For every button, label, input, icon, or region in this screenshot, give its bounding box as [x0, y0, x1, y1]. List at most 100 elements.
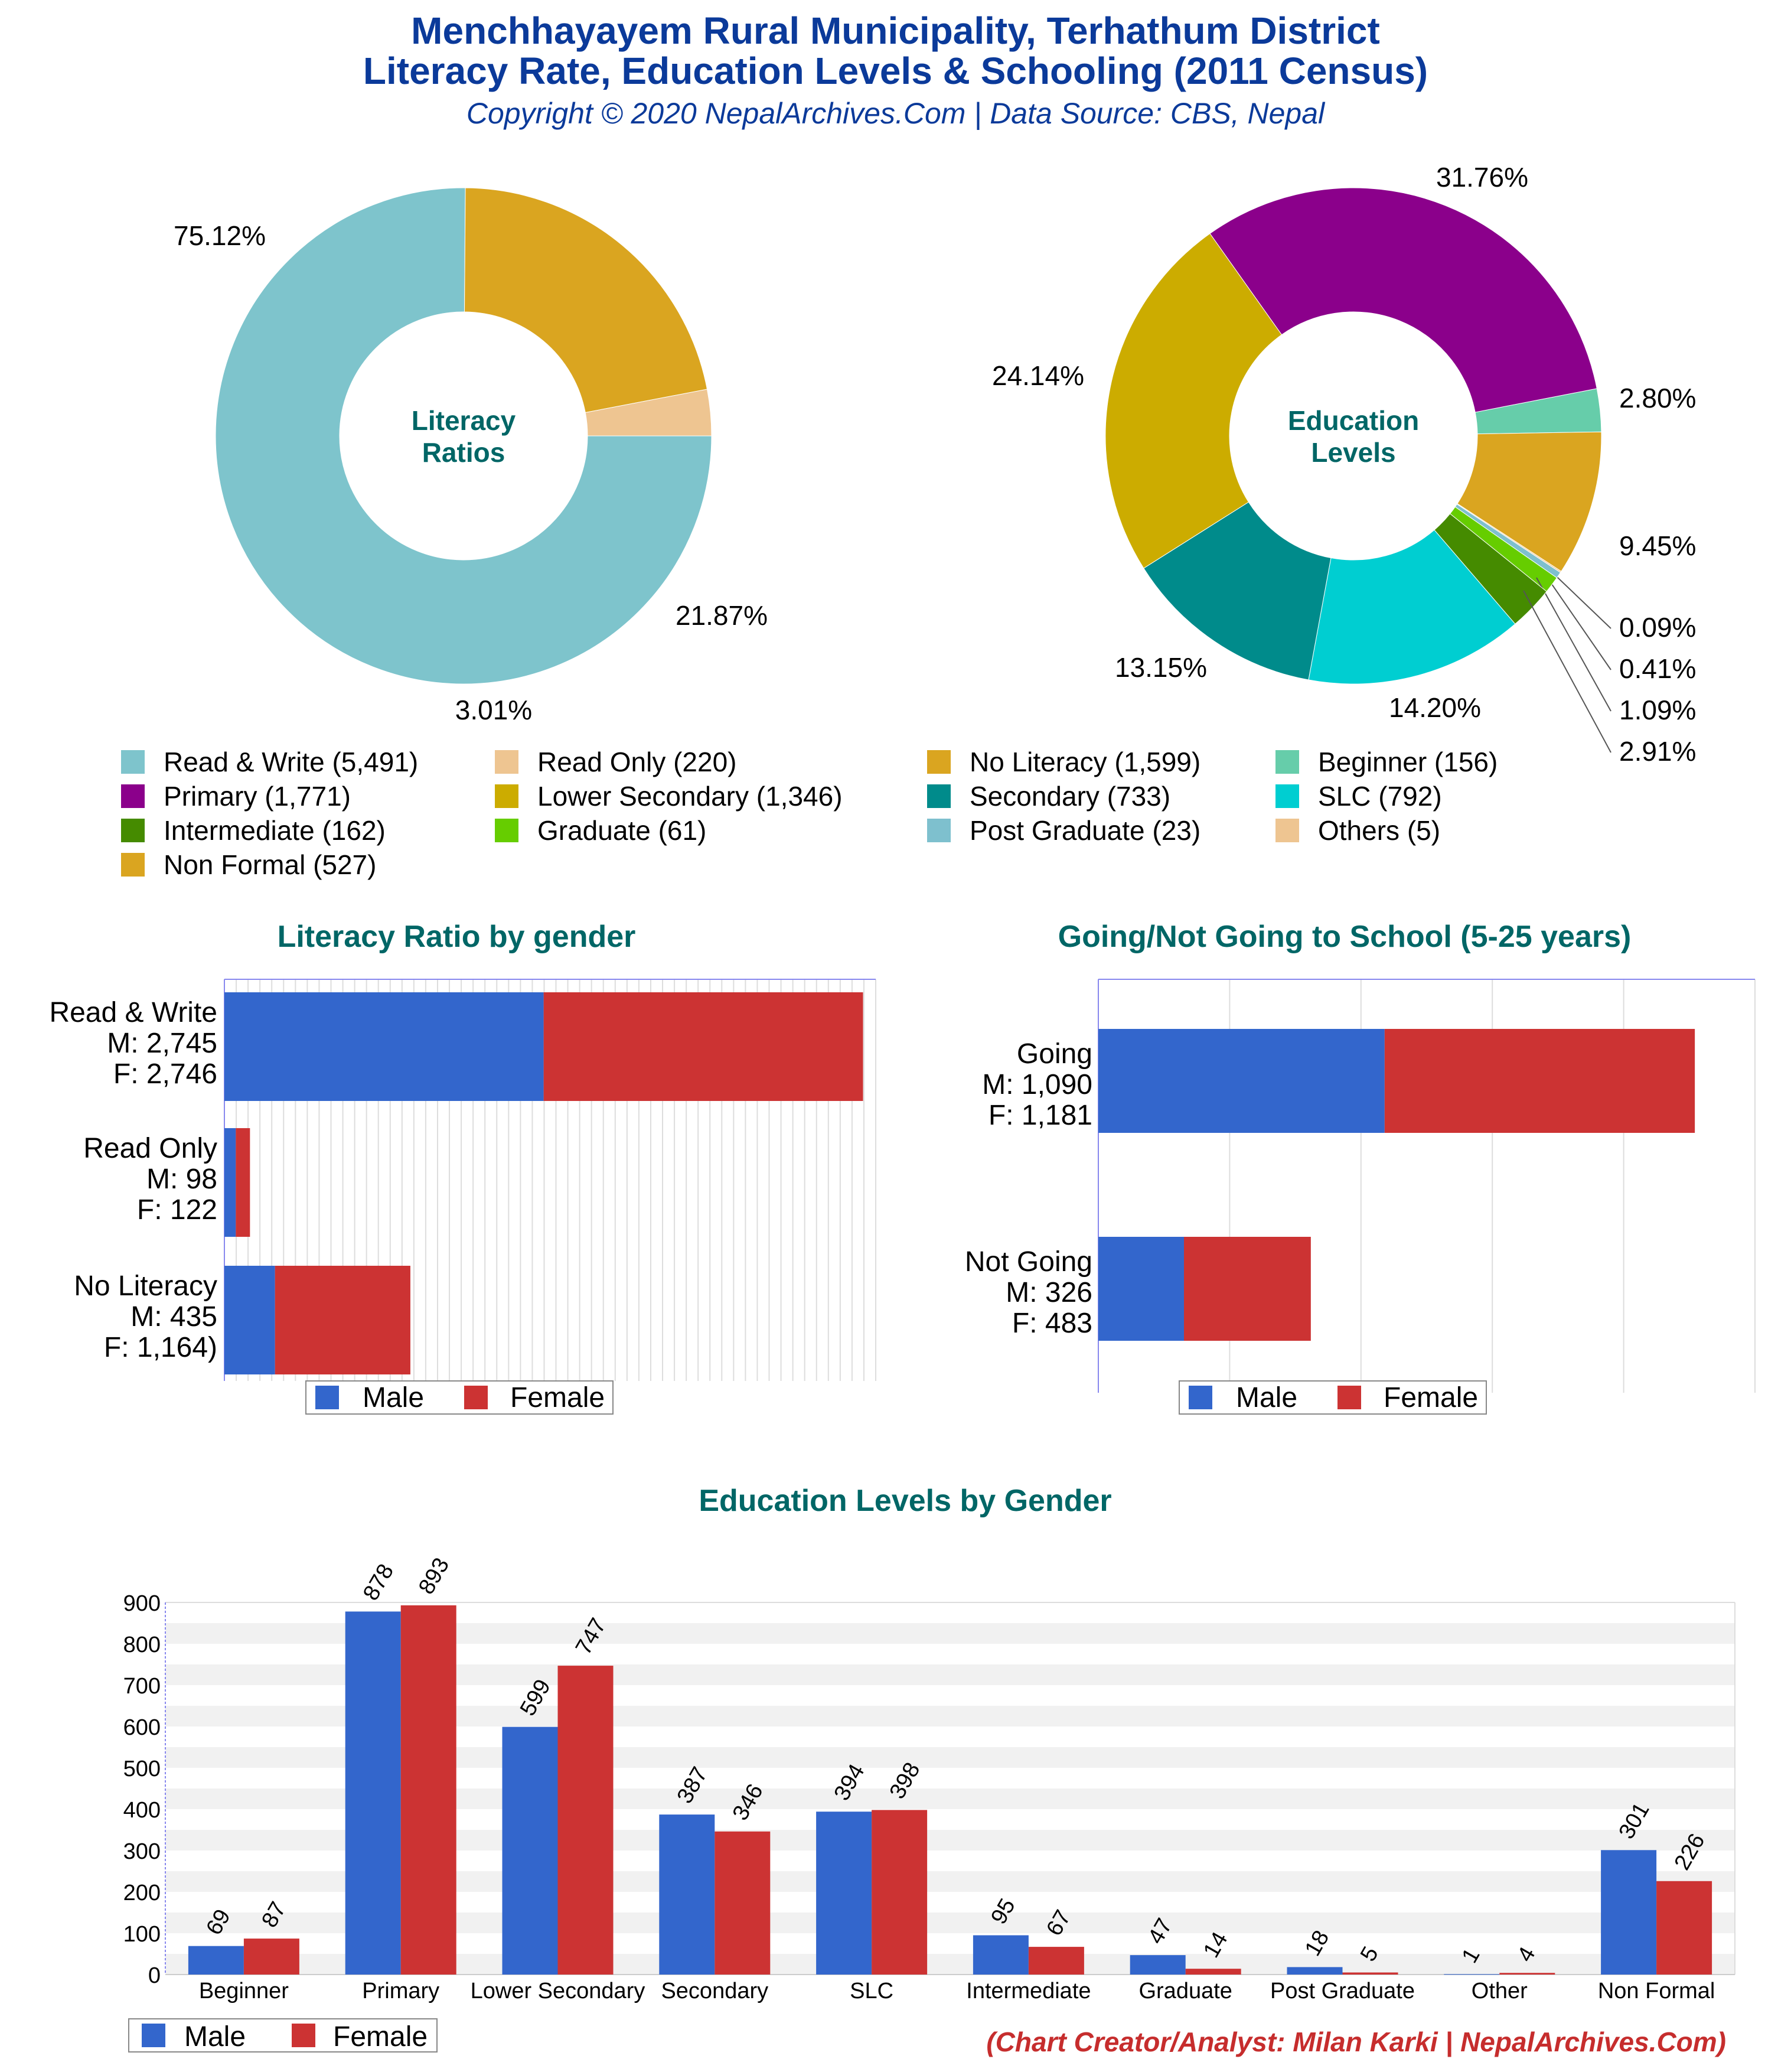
- education-donut-slice-slc: [1308, 529, 1516, 685]
- education-gender-category-label: Beginner: [199, 1979, 289, 2003]
- education-gender-y-tick-label: 400: [123, 1798, 161, 1823]
- education-donut-slice-primary: [1209, 187, 1597, 413]
- education-donut-pct-label: 1.09%: [1619, 695, 1696, 725]
- literacy-gender-bar-male: [224, 992, 544, 1101]
- school-gender-category-label: Not Going: [965, 1246, 1092, 1278]
- education-gender-bar-female: [1185, 1969, 1241, 1975]
- literacy-gender-category-label: F: 122: [137, 1194, 217, 1226]
- legend-label: Post Graduate (23): [970, 815, 1200, 846]
- literacy-gender-category-label: F: 1,164): [104, 1332, 217, 1363]
- literacy-gender-category-label: F: 2,746: [113, 1058, 217, 1090]
- education-gender-bar-female: [1028, 1947, 1084, 1975]
- education-gender-data-label: 747: [571, 1614, 611, 1659]
- education-gender-bar-female: [1342, 1972, 1398, 1975]
- education-gender-y-tick-label: 700: [123, 1674, 161, 1699]
- school-gender-bar-female: [1184, 1237, 1311, 1341]
- literacy-gender-category-label: M: 98: [146, 1164, 217, 1195]
- education-gender-category-label: Primary: [362, 1979, 439, 2003]
- education-gender-legend: [128, 2018, 438, 2053]
- literacy-gender-legend-swatch: [464, 1386, 488, 1409]
- main-title-line1: Menchhayayem Rural Municipality, Terhath…: [411, 9, 1380, 52]
- legend-label: Graduate (61): [537, 815, 706, 846]
- literacy-donut-pct-label: 3.01%: [455, 695, 532, 725]
- education-gender-data-label: 67: [1042, 1906, 1076, 1940]
- legend-swatch: [121, 819, 145, 842]
- education-gender-bar-female: [1499, 1973, 1555, 1975]
- header: Menchhayayem Rural Municipality, Terhath…: [0, 11, 1791, 132]
- education-gender-legend-swatch: [292, 2024, 315, 2047]
- education-gender-bar-female: [715, 1831, 771, 1975]
- education-donut-pct-label: 31.76%: [1436, 162, 1528, 193]
- school-gender-bar-female: [1384, 1029, 1695, 1133]
- school-gender-legend: [1179, 1380, 1487, 1415]
- education-gender-legend-label: Female: [333, 2021, 428, 2053]
- education-gender-bar-male: [659, 1814, 715, 1975]
- literacy-gender-legend-swatch: [315, 1386, 339, 1409]
- legend-label: Non Formal (527): [164, 849, 376, 880]
- education-gender-y-tick-label: 300: [123, 1839, 161, 1864]
- education-gender-y-tick-label: 100: [123, 1922, 161, 1947]
- education-donut-leader-line: [1523, 590, 1611, 753]
- literacy-gender-bar-female: [543, 992, 863, 1101]
- legend-swatch: [121, 750, 145, 774]
- education-gender-y-tick-label: 600: [123, 1715, 161, 1740]
- education-donut-pct-label: 0.09%: [1619, 612, 1696, 643]
- education-gender-bar-female: [557, 1666, 614, 1975]
- legend-swatch: [1275, 819, 1299, 842]
- literacy-gender-bar-male: [224, 1266, 275, 1374]
- school-gender-legend-label: Male: [1236, 1382, 1297, 1413]
- literacy-donut-center-label: Ratios: [422, 437, 505, 468]
- legend-label: Lower Secondary (1,346): [537, 781, 843, 812]
- education-gender-category-label: Graduate: [1138, 1979, 1232, 2003]
- education-gender-bar-male: [345, 1611, 401, 1975]
- legend-label: Secondary (733): [970, 781, 1170, 812]
- legend-swatch: [1275, 750, 1299, 774]
- literacy-donut-slice-read-write: [215, 187, 712, 685]
- education-gender-data-label: 893: [414, 1553, 454, 1598]
- creator-credit: (Chart Creator/Analyst: Milan Karki | Ne…: [986, 2027, 1726, 2057]
- education-donut-pct-label: 2.80%: [1619, 383, 1696, 413]
- education-donut-pct-label: 0.41%: [1619, 653, 1696, 684]
- legend-swatch: [121, 784, 145, 808]
- education-gender-bar-male: [502, 1726, 558, 1975]
- legend-label: No Literacy (1,599): [970, 747, 1200, 777]
- education-gender-data-label: 878: [358, 1560, 399, 1605]
- copyright-subtitle: Copyright © 2020 NepalArchives.Com | Dat…: [466, 97, 1325, 130]
- school-gender-legend-swatch: [1189, 1386, 1212, 1409]
- literacy-gender-legend: [305, 1380, 614, 1415]
- education-gender-bar-male: [973, 1935, 1029, 1975]
- education-gender-bar-male: [1130, 1955, 1186, 1975]
- education-gender-bar-male: [1601, 1850, 1657, 1975]
- education-gender-category-label: SLC: [850, 1979, 893, 2003]
- education-gender-title: Education Levels by Gender: [699, 1484, 1111, 1518]
- literacy-gender-category-label: Read & Write: [49, 997, 217, 1028]
- education-gender-bar-female: [1656, 1881, 1712, 1975]
- legend-label: Others (5): [1318, 815, 1440, 846]
- legend-swatch: [927, 784, 951, 808]
- education-donut-pct-label: 13.15%: [1115, 652, 1207, 683]
- legend-swatch: [927, 750, 951, 774]
- legend-label: Read & Write (5,491): [164, 747, 418, 777]
- education-donut-pct-label: 9.45%: [1619, 530, 1696, 561]
- education-gender-bar-male: [816, 1812, 872, 1975]
- literacy-gender-category-label: No Literacy: [74, 1270, 217, 1302]
- literacy-gender-title: Literacy Ratio by gender: [278, 920, 636, 954]
- school-gender-legend-swatch: [1337, 1386, 1361, 1409]
- main-title-line2: Literacy Rate, Education Levels & School…: [363, 50, 1428, 92]
- education-gender-category-label: Post Graduate: [1270, 1979, 1415, 2003]
- school-gender-bar-male: [1098, 1029, 1385, 1133]
- education-gender-legend-swatch: [142, 2024, 165, 2047]
- education-gender-y-tick-label: 800: [123, 1633, 161, 1657]
- education-donut-slice-lower-secondary: [1105, 233, 1283, 569]
- education-gender-bar-female: [872, 1810, 928, 1975]
- school-gender-bar-male: [1098, 1237, 1185, 1341]
- education-gender-y-tick-label: 0: [148, 1963, 161, 1988]
- legend-swatch: [495, 750, 518, 774]
- legend-swatch: [927, 819, 951, 842]
- legend-label: Beginner (156): [1318, 747, 1498, 777]
- literacy-gender-category-label: M: 2,745: [107, 1028, 217, 1059]
- education-gender-bar-male: [188, 1946, 244, 1975]
- education-gender-bar-male: [1287, 1967, 1343, 1975]
- school-gender-category-label: Going: [1017, 1038, 1092, 1070]
